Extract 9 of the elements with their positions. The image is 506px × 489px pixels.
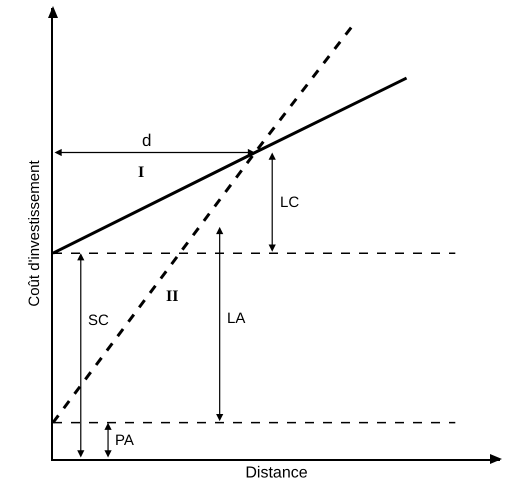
annotation: LC	[280, 194, 300, 211]
annotation: PA	[115, 432, 134, 449]
x-axis-title: Distance	[245, 464, 308, 482]
annotation: d	[142, 131, 152, 150]
series-label: II	[166, 288, 178, 305]
y-axis-title: Coût d'investissement	[26, 160, 43, 307]
annotation: SC	[88, 312, 110, 329]
series-label: I	[138, 164, 144, 181]
annotation: LA	[227, 310, 246, 327]
